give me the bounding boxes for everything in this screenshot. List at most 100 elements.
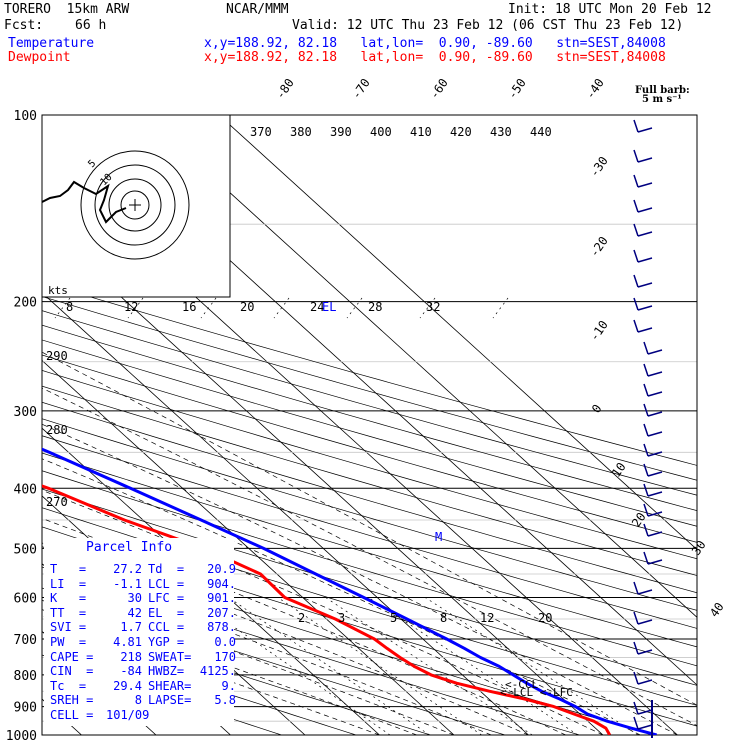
parcel-info-cell: 27.2 <box>113 562 142 576</box>
wind-barb <box>643 383 649 397</box>
pressure-tick-label: 700 <box>14 633 37 648</box>
parcel-info-cell: 878. <box>207 620 236 635</box>
fcst-value: 66 h <box>75 18 107 33</box>
upper-mixing-ratio-label: 32 <box>426 300 440 314</box>
wind-barb <box>637 157 653 163</box>
wind-barb <box>643 503 649 517</box>
moist-adiabat-line <box>42 458 641 735</box>
pressure-tick-label: 400 <box>14 482 37 497</box>
wind-barb <box>633 274 639 288</box>
pressure-tick-label: 1000 <box>6 729 37 740</box>
wind-barb <box>643 443 649 457</box>
wind-barb <box>647 491 663 497</box>
moist-adiabat-line <box>42 582 455 735</box>
hodograph-ring <box>120 190 150 220</box>
upper-mixing-ratio-label: 20 <box>240 300 254 314</box>
parcel-info-cell: Td = <box>148 562 185 576</box>
dry-adiabat-line <box>42 435 697 629</box>
parcel-info-cell: CIN = <box>50 664 94 679</box>
moist-adiabat-line <box>42 615 380 735</box>
chart-labels: -80 -70 -60 -50 -40 -30 -20 -10 0 10 20 30 40 370 380 3… <box>46 76 727 699</box>
dry-adiabat-line <box>42 488 697 686</box>
isotherm-label: -70 <box>349 76 373 102</box>
parcel-info-cell: T = <box>50 562 87 576</box>
parcel-info-cell: PW = <box>50 635 87 649</box>
parcel-info-cell: 42 <box>127 605 142 620</box>
isotherm-label: 20 <box>629 510 649 530</box>
wind-barb <box>647 391 663 397</box>
wind-barb <box>633 716 639 730</box>
upper-mixing-ratio-label: 16 <box>182 300 196 314</box>
parcel-info-cell: CCL = <box>148 620 185 635</box>
wind-barb <box>637 257 653 263</box>
parcel-info-cell: -1.1 <box>113 576 142 591</box>
moist-adiabat-line <box>42 423 678 735</box>
wind-barb <box>647 371 663 377</box>
parcel-info-cell: EL = <box>148 605 185 620</box>
parcel-info-cell: -84 <box>120 664 142 679</box>
dry-adiabat-line <box>42 470 697 667</box>
mixing-ratio-line <box>277 597 482 735</box>
wind-barbs <box>633 119 663 738</box>
upper-mixing-ratio-line <box>273 297 290 319</box>
pressure-tick-label: 800 <box>14 669 37 684</box>
isotherm-label: -60 <box>427 76 451 102</box>
isotherm-label: -30 <box>587 154 611 180</box>
el-annotation: EL <box>322 300 336 314</box>
theta-label: 430 <box>490 125 512 139</box>
isotherm-label: 40 <box>707 600 727 620</box>
parcel-info-cell: 170 <box>214 649 236 664</box>
isotherm-label: -10 <box>587 318 611 344</box>
hodograph-trace <box>41 180 127 224</box>
upper-mixing-ratio-line <box>54 297 71 319</box>
theta-label: 440 <box>530 125 552 139</box>
parcel-info-cell: LFC = <box>148 591 185 606</box>
wind-barb <box>637 127 653 133</box>
wind-barb <box>637 327 653 333</box>
parcel-info-cell: 101/09 <box>106 708 150 722</box>
upper-mixing-ratio-line <box>346 297 363 319</box>
parcel-info-panel: Parcel Info T = 27.2 Td = 20.9 LI = -1.1 LCL =… <box>44 538 236 726</box>
parcel-info-cell: 1.7 <box>120 620 142 635</box>
parcel-info-cell: 4125. <box>199 664 236 679</box>
wind-barb <box>633 701 639 715</box>
wind-barb <box>643 403 649 417</box>
dry-adiabat-line <box>42 609 432 735</box>
dry-adiabat-line <box>42 507 697 706</box>
isotherm-label: -20 <box>587 234 611 260</box>
mixing-ratio-label: 20 <box>538 611 552 625</box>
wind-barb <box>637 282 653 288</box>
isotherm-label: 30 <box>689 538 709 558</box>
mixing-ratio-label: 2 <box>298 611 305 625</box>
isotherm-line <box>42 224 604 735</box>
parcel-info-cell: HWBZ= <box>148 664 185 679</box>
temperature-location: x,y=188.92, 82.18 lat,lon= 0.90, -89.60 … <box>204 36 666 51</box>
wind-barb <box>643 341 649 355</box>
wind-barb <box>633 174 639 188</box>
isotherm-label: -50 <box>505 76 529 102</box>
wind-barb <box>637 207 653 213</box>
upper-mixing-ratio-label: 24 <box>310 300 324 314</box>
parcel-info-cell: SWEAT= <box>148 649 192 664</box>
wind-barb <box>637 649 653 655</box>
parcel-info-cell: 29.4 <box>113 678 142 693</box>
valid-time: Valid: 12 UTC Thu 23 Feb 12 (06 CST Thu … <box>292 18 684 33</box>
hodograph-ring <box>80 150 190 260</box>
wind-barb <box>633 641 639 655</box>
dry-adiabat-line <box>42 339 697 527</box>
upper-mixing-ratio-line <box>200 297 217 319</box>
theta-label: 410 <box>410 125 432 139</box>
parcel-info-cell: 218 <box>120 649 142 664</box>
pressure-tick-label: 100 <box>14 109 37 124</box>
wind-barb <box>637 305 653 311</box>
wind-barb <box>633 297 639 311</box>
pressure-tick-label: 900 <box>14 701 37 716</box>
wind-barb <box>633 119 639 133</box>
wind-barb <box>647 411 663 417</box>
parcel-info-cell: CAPE = <box>50 649 94 664</box>
wind-barb <box>633 671 639 685</box>
hodograph-units-label: kts <box>48 284 68 297</box>
dry-adiabat-line <box>42 401 697 594</box>
wind-barb <box>633 611 639 625</box>
fcst-label: Fcst: <box>4 18 44 33</box>
